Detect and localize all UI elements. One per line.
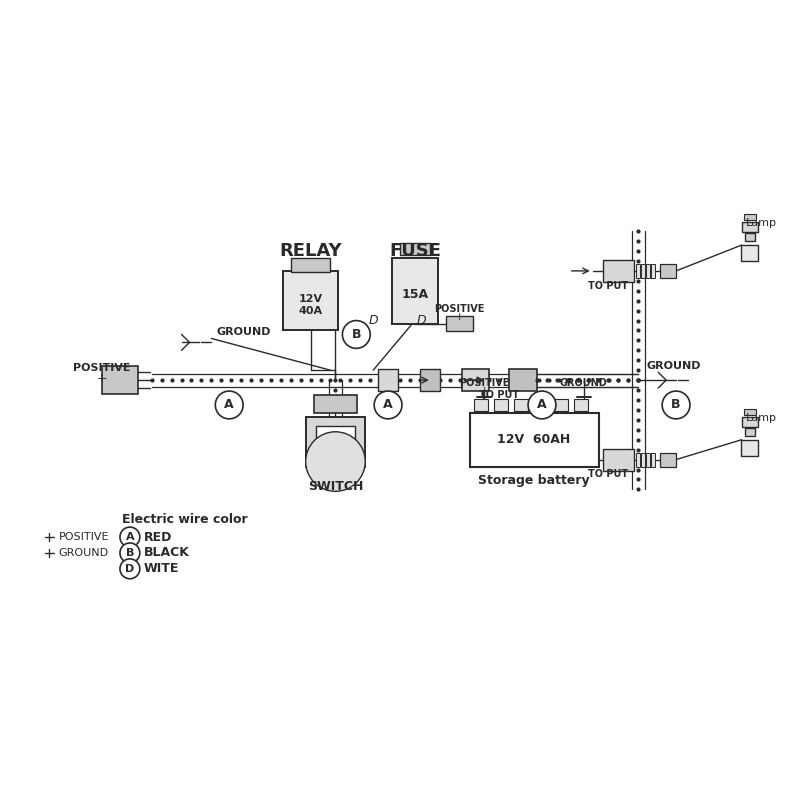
Bar [474,399,488,411]
Text: 40A: 40A [298,306,322,316]
Text: +: + [480,386,489,396]
Text: 12V  60AH: 12V 60AH [498,434,570,446]
Text: RELAY: RELAY [279,242,342,260]
Text: A: A [537,398,547,411]
Text: B: B [351,328,361,341]
Circle shape [528,391,556,419]
Text: D: D [126,564,134,574]
Bar [312,452,359,471]
Bar [636,453,640,466]
Bar [574,399,588,411]
Bar [660,453,676,466]
Circle shape [662,391,690,419]
Bar [651,453,655,466]
Text: 12V: 12V [298,294,322,304]
Text: RED: RED [144,530,172,543]
Text: Electric wire color: Electric wire color [122,513,247,526]
Bar [494,399,508,411]
Circle shape [120,527,140,547]
Text: B: B [126,548,134,558]
Circle shape [120,543,140,563]
Bar [392,258,438,323]
Bar [636,264,640,278]
Bar [660,264,676,278]
Bar [534,399,548,411]
Text: POSITIVE: POSITIVE [58,532,109,542]
Text: BLACK: BLACK [144,546,190,559]
Bar [745,428,754,436]
Text: B: B [671,398,681,411]
Circle shape [120,559,140,578]
Text: Lamp: Lamp [746,218,777,228]
Text: A: A [126,532,134,542]
Circle shape [215,391,243,419]
Bar [642,453,646,466]
Bar [642,264,646,278]
Bar [651,264,655,278]
Bar [743,409,755,415]
Text: 15A: 15A [402,288,429,302]
Bar [602,260,634,282]
Text: GROUND: GROUND [560,378,607,388]
Text: POSITIVE: POSITIVE [459,378,510,388]
Bar [462,370,490,391]
Bar [378,370,398,391]
Text: TO PUT: TO PUT [479,390,519,400]
Bar [470,413,598,466]
Circle shape [306,432,366,491]
Bar [306,417,366,466]
Bar [290,258,330,272]
Text: WITE: WITE [144,562,179,575]
Text: GROUND: GROUND [216,327,270,338]
Bar [743,214,755,220]
Text: SWITCH: SWITCH [308,480,363,493]
Circle shape [374,391,402,419]
Text: A: A [224,398,234,411]
Bar [742,222,758,232]
Text: TO PUT: TO PUT [589,470,629,479]
Bar [400,243,430,255]
Text: GROUND: GROUND [646,362,701,371]
Bar [554,399,568,411]
Bar [742,417,758,427]
Bar [646,264,650,278]
Bar [102,366,138,394]
Text: Lamp: Lamp [746,413,777,423]
Text: GROUND: GROUND [58,548,109,558]
Text: D: D [368,314,378,327]
Bar [446,315,474,331]
Bar [510,370,537,391]
Text: FUSE: FUSE [389,242,441,260]
Bar [420,370,440,391]
Bar [314,395,358,413]
Bar [602,449,634,470]
Text: +: + [97,372,107,385]
Text: D: D [417,314,426,327]
Bar [741,440,758,456]
Bar [745,233,754,241]
Circle shape [342,321,370,348]
Text: TO PUT: TO PUT [589,281,629,290]
Bar [283,271,338,330]
Bar [514,399,528,411]
Bar [646,453,650,466]
Text: POSITIVE: POSITIVE [434,304,485,314]
Text: POSITIVE: POSITIVE [74,363,131,374]
Text: +: + [455,311,464,322]
Text: A: A [383,398,393,411]
Text: Storage battery: Storage battery [478,474,590,487]
Bar [315,426,355,454]
Bar [741,245,758,261]
